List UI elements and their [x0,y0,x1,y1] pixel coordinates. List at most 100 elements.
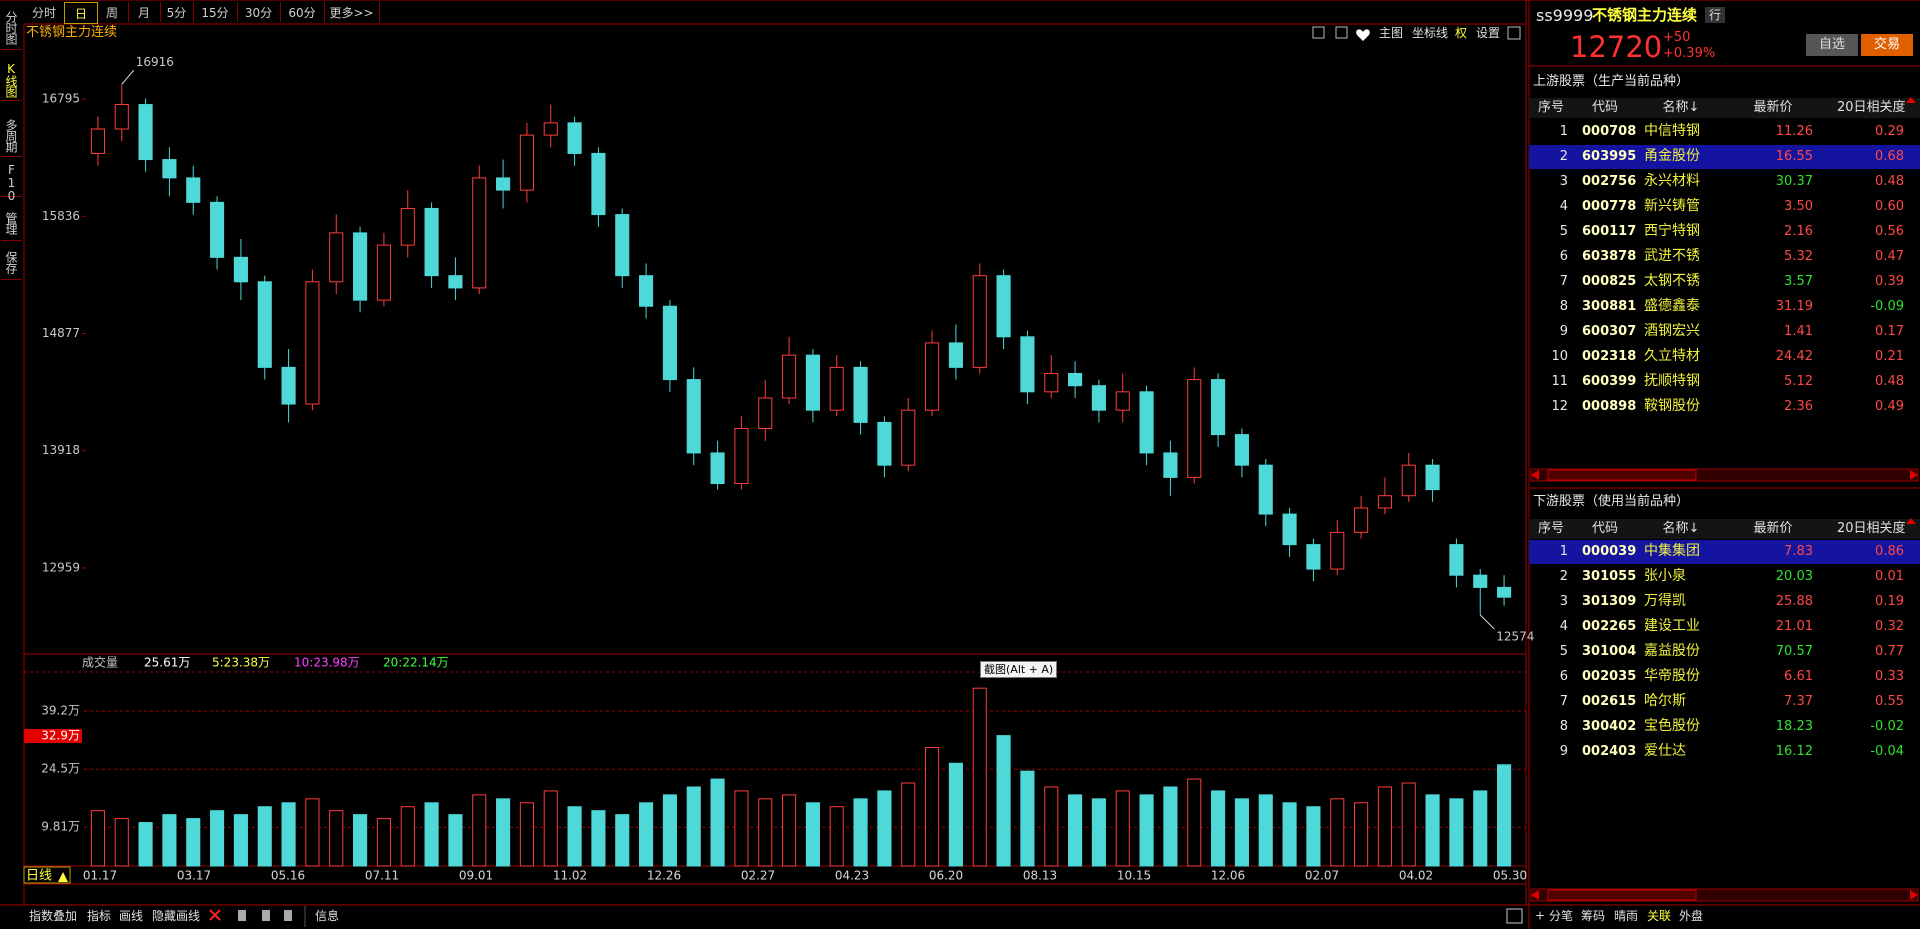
row-no[interactable]: 1 [1559,544,1568,559]
row-name[interactable]: 爱仕达 [1644,743,1686,759]
period-tab[interactable]: 分时 [24,2,65,22]
row-code[interactable]: 002615 [1582,694,1637,709]
row-no[interactable]: 6 [1559,249,1568,264]
row-name[interactable]: 抚顺特钢 [1644,373,1700,389]
row-code[interactable]: 301004 [1582,644,1637,659]
row-code[interactable]: 301309 [1582,594,1637,609]
row-no[interactable]: 2 [1559,569,1568,584]
row-name[interactable]: 嘉益股份 [1644,643,1700,659]
toolbar-button[interactable]: 隐藏画线 [152,909,201,923]
row-no[interactable]: 11 [1551,374,1568,389]
bottom-tab[interactable]: 关联 [1647,909,1672,923]
sidebar-tab[interactable]: K线图 [1,59,22,101]
row-name[interactable]: 宝色股份 [1644,718,1700,734]
sidebar-tab[interactable]: 多周期 [1,114,22,157]
row-no[interactable]: 1 [1559,124,1568,139]
row-no[interactable]: 5 [1559,224,1568,239]
row-name[interactable]: 武进不锈 [1644,248,1700,264]
period-tab[interactable]: 周 [96,2,129,22]
row-no[interactable]: 4 [1559,619,1568,634]
period-tab[interactable]: 30分 [237,2,281,22]
row-name[interactable]: 哈尔斯 [1644,693,1686,709]
info-tab[interactable]: 信息 [315,909,340,923]
row-name[interactable]: 鞍钢股份 [1644,398,1700,414]
row-code[interactable]: 002318 [1582,349,1637,364]
bottom-tab[interactable]: 外盘 [1679,909,1704,923]
row-code[interactable]: 000825 [1582,274,1637,289]
row-code[interactable]: 300402 [1582,719,1637,734]
row-no[interactable]: 12 [1551,399,1568,414]
bottom-tab[interactable]: 筹码 [1581,909,1606,923]
row-code[interactable]: 603995 [1582,149,1637,164]
row-code[interactable]: 000039 [1582,544,1637,559]
row-no[interactable]: 7 [1559,274,1568,289]
row-no[interactable]: 6 [1559,669,1568,684]
row-code[interactable]: 002035 [1582,669,1637,684]
sidebar-tab[interactable]: 分时图 [1,6,22,50]
row-code[interactable]: 300881 [1582,299,1637,314]
sidebar-tab[interactable]: 管理 [1,206,22,241]
row-name[interactable]: 久立特材 [1644,348,1700,364]
row-name[interactable]: 盛德鑫泰 [1644,298,1700,314]
row-name[interactable]: 甬金股份 [1644,148,1700,164]
period-tab[interactable]: 15分 [193,2,238,22]
row-code[interactable]: 002265 [1582,619,1637,634]
row-code[interactable]: 600399 [1582,374,1637,389]
row-name[interactable]: 建设工业 [1644,618,1700,634]
column-header[interactable]: 代码 [1591,100,1618,115]
row-name[interactable]: 永兴材料 [1644,173,1700,189]
toolbar-button[interactable]: 指标 [87,909,112,923]
row-no[interactable]: 8 [1559,719,1568,734]
column-header[interactable]: 20日相关度 [1837,100,1906,115]
row-no[interactable]: 9 [1559,744,1568,759]
row-name[interactable]: 华帝股份 [1644,668,1700,684]
toolbar-button[interactable]: 指数叠加 [29,909,78,923]
column-header[interactable]: 最新价 [1753,100,1793,115]
column-header[interactable]: 最新价 [1753,521,1793,536]
row-name[interactable]: 新兴铸管 [1644,198,1700,214]
quote-button[interactable]: 自选 [1806,34,1858,56]
column-header[interactable]: 名称↓ [1662,521,1700,536]
row-code[interactable]: 000708 [1582,124,1637,139]
column-header[interactable]: 序号 [1537,521,1564,536]
row-code[interactable]: 603878 [1582,249,1637,264]
row-no[interactable]: 10 [1551,349,1568,364]
row-name[interactable]: 太钢不锈 [1644,273,1700,289]
row-code[interactable]: 000778 [1582,199,1637,214]
quote-tag[interactable]: 行 [1705,7,1726,23]
quote-button[interactable]: 交易 [1861,34,1913,56]
row-code[interactable]: 002403 [1582,744,1637,759]
row-code[interactable]: 600307 [1582,324,1637,339]
period-tab[interactable]: 5分 [160,2,194,22]
sidebar-tab[interactable]: F10 [1,163,22,202]
period-tab[interactable]: 月 [128,2,161,22]
period-tab[interactable]: 更多>> [324,2,380,22]
toolbar-button[interactable]: 画线 [119,909,144,923]
row-name[interactable]: 万得凯 [1644,593,1686,609]
column-header[interactable]: 名称↓ [1662,100,1700,115]
row-name[interactable]: 酒钢宏兴 [1644,323,1700,339]
bottom-tab[interactable]: 分笔 [1549,909,1574,923]
row-code[interactable]: 301055 [1582,569,1637,584]
row-name[interactable]: 中集集团 [1644,543,1700,559]
column-header[interactable]: 序号 [1537,100,1564,115]
period-tab[interactable]: 日 [64,2,98,24]
row-no[interactable]: 8 [1559,299,1568,314]
chart-tool[interactable]: 权 [1455,26,1468,40]
row-no[interactable]: 9 [1559,324,1568,339]
period-tab[interactable]: 60分 [280,2,325,22]
row-no[interactable]: 5 [1559,644,1568,659]
row-name[interactable]: 张小泉 [1644,568,1686,584]
chart-tool[interactable]: 主图 [1379,26,1404,40]
bottom-tab[interactable]: 晴雨 [1614,909,1639,923]
row-name[interactable]: 中信特钢 [1644,123,1700,139]
row-no[interactable]: 4 [1559,199,1568,214]
row-no[interactable]: 7 [1559,694,1568,709]
chart-tool[interactable]: 坐标线 [1412,26,1449,40]
row-no[interactable]: 3 [1559,174,1568,189]
row-no[interactable]: 3 [1559,594,1568,609]
column-header[interactable]: 代码 [1591,521,1618,536]
row-no[interactable]: 2 [1559,149,1568,164]
column-header[interactable]: 20日相关度 [1837,521,1906,536]
row-code[interactable]: 600117 [1582,224,1637,239]
